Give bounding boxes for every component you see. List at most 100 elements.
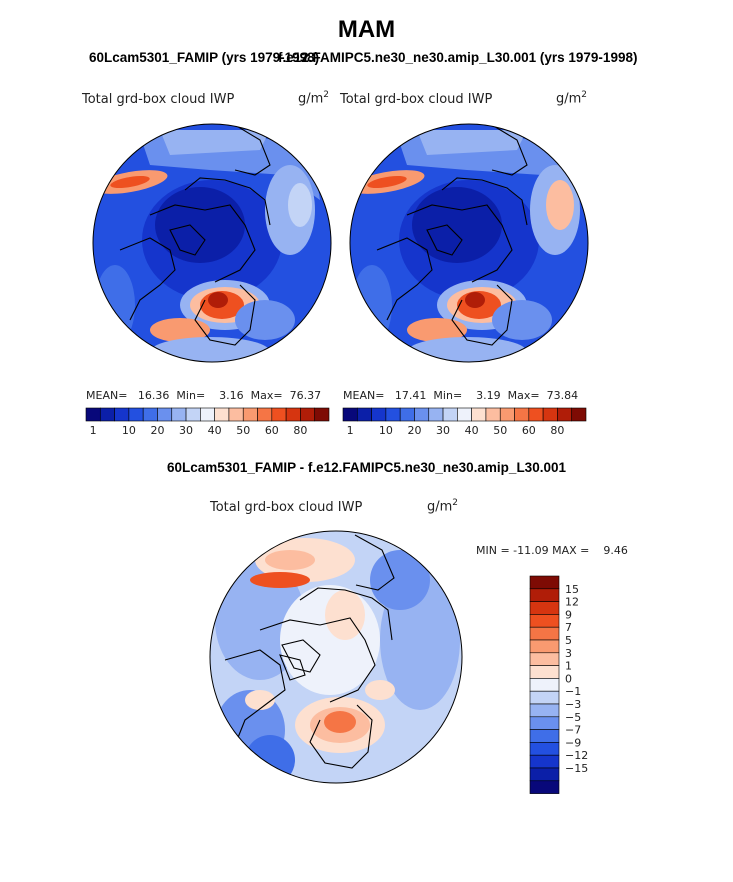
colorbar-left-tick-label: 30 xyxy=(179,424,193,437)
colorbar-right-tick-label: 50 xyxy=(493,424,507,437)
field-label-left: Total grd-box cloud IWP xyxy=(82,92,235,107)
min-label-right: Min= xyxy=(433,389,463,402)
colorbar-diff-swatch xyxy=(529,690,560,705)
max-value-left: 76.37 xyxy=(289,389,322,402)
diff-title: 60Lcam5301_FAMIP - f.e12.FAMIPC5.ne30_ne… xyxy=(167,460,566,475)
colorbar-diff-swatch xyxy=(529,639,560,654)
colorbar-right-swatch xyxy=(571,407,587,422)
run-title-left: 60Lcam5301_FAMIP (yrs 1979-1998) xyxy=(89,50,320,65)
colorbar-left-swatch xyxy=(300,407,316,422)
colorbar-right-swatch xyxy=(414,407,430,422)
stats-left: MEAN= 16.36 Min= 3.16 Max= 76.37 xyxy=(86,389,321,402)
colorbar-diff-tick-label: 1 xyxy=(565,660,572,673)
units-left-sup: 2 xyxy=(323,90,330,100)
max-value-right: 73.84 xyxy=(546,389,579,402)
colorbar-left-tick-label: 80 xyxy=(293,424,307,437)
colorbar-right-swatch xyxy=(499,407,515,422)
min-value-right: 3.19 xyxy=(476,389,501,402)
colorbar-right-swatch xyxy=(485,407,501,422)
colorbar-diff-swatch xyxy=(529,626,560,641)
max-label-right: Max= xyxy=(507,389,540,402)
colorbar-right-swatch xyxy=(514,407,530,422)
colorbar-right-swatch xyxy=(385,407,401,422)
colorbar-right-swatch xyxy=(356,407,372,422)
colorbar-left-swatch xyxy=(99,407,115,422)
field-label-diff: Total grd-box cloud IWP xyxy=(210,500,363,515)
colorbar-diff-tick-label: 3 xyxy=(565,647,572,660)
units-left-base: g/m xyxy=(298,91,324,107)
colorbar-left-tick-label: 20 xyxy=(150,424,164,437)
colorbar-left: 1 10 20 30 40 50 60 80 xyxy=(85,407,330,437)
units-right-sup: 2 xyxy=(581,90,588,100)
colorbar-diff-swatch xyxy=(529,614,560,628)
colorbar-left-swatch xyxy=(314,407,330,422)
colorbar-diff-swatch xyxy=(529,588,560,602)
colorbar-diff-tick-label: 7 xyxy=(565,621,572,634)
min-value-left: 3.16 xyxy=(219,389,244,402)
colorbar-left-tick-label: 10 xyxy=(122,424,136,437)
colorbar-right-swatch xyxy=(471,407,487,422)
diff-minmax: MIN = -11.09 MAX = 9.46 xyxy=(476,544,628,557)
colorbar-left-swatch xyxy=(114,407,130,422)
units-diff: g/m2 xyxy=(427,498,458,514)
colorbar-left-swatch xyxy=(271,407,287,422)
colorbar-diff-tick-label: −7 xyxy=(565,724,581,737)
polar-map-right-border xyxy=(349,123,589,363)
units-right-base: g/m xyxy=(556,91,582,107)
colorbar-right-swatch xyxy=(442,407,458,422)
max-label-left: Max= xyxy=(250,389,283,402)
colorbar-diff-tick-label: 15 xyxy=(565,583,579,596)
colorbar-diff-tick-label: −9 xyxy=(565,736,581,749)
colorbar-right-swatch xyxy=(557,407,573,422)
colorbar-right-swatch xyxy=(342,407,358,422)
colorbar-diff-swatch xyxy=(529,780,560,794)
colorbar-diff-swatch xyxy=(529,716,560,730)
colorbar-diff-tick-label: −15 xyxy=(565,762,588,775)
colorbar-left-swatch xyxy=(157,407,173,422)
colorbar-left-swatch xyxy=(228,407,244,422)
colorbar-right-swatch xyxy=(528,407,544,422)
min-label-left: Min= xyxy=(176,389,206,402)
colorbar-left-tick-label: 50 xyxy=(236,424,250,437)
stats-right: MEAN= 17.41 Min= 3.19 Max= 73.84 xyxy=(343,389,578,402)
colorbar-right-swatch xyxy=(399,407,415,422)
colorbar-left-swatch xyxy=(200,407,215,422)
units-left: g/m2 xyxy=(298,90,329,106)
colorbar-left-swatch xyxy=(214,407,230,422)
colorbar-left-tick-label: 60 xyxy=(265,424,279,437)
colorbar-diff-tick-label: −3 xyxy=(565,698,581,711)
colorbar-right-swatch xyxy=(457,407,472,422)
polar-map-diff-border xyxy=(209,530,463,784)
units-right: g/m2 xyxy=(556,90,587,106)
colorbar-diff-tick-label: −12 xyxy=(565,749,588,762)
colorbar-right-swatch xyxy=(371,407,387,422)
colorbar-left-tick-label: 1 xyxy=(90,424,97,437)
colorbar-diff-swatch xyxy=(529,767,560,782)
colorbar-left-swatch xyxy=(185,407,201,422)
colorbar-diff-swatch xyxy=(529,601,560,615)
colorbar-left-tick-label: 40 xyxy=(208,424,222,437)
polar-map-diff xyxy=(210,531,462,783)
colorbar-left-swatch xyxy=(171,407,187,422)
colorbar-left-swatch xyxy=(285,407,301,422)
units-diff-sup: 2 xyxy=(452,498,459,508)
colorbar-left-swatch xyxy=(85,407,101,422)
colorbar-diff-swatch xyxy=(529,665,560,679)
polar-map-left xyxy=(93,124,331,362)
colorbar-diff-tick-label: 0 xyxy=(565,672,572,685)
mean-label-left: MEAN= xyxy=(86,389,128,402)
colorbar-diff-swatch xyxy=(529,575,560,590)
colorbar-diff-tick-label: −5 xyxy=(565,711,581,724)
colorbar-left-swatch xyxy=(242,407,258,422)
colorbar-left-swatch xyxy=(128,407,144,422)
units-diff-base: g/m xyxy=(427,499,453,515)
colorbar-right-tick-label: 1 xyxy=(347,424,354,437)
colorbar-right-tick-label: 20 xyxy=(407,424,421,437)
colorbar-right-swatch xyxy=(542,407,558,422)
colorbar-diff-swatch xyxy=(529,742,560,756)
colorbar-right-swatch xyxy=(428,407,444,422)
polar-map-left-border xyxy=(92,123,332,363)
colorbar-diff-swatch xyxy=(529,754,560,769)
colorbar-right-tick-label: 40 xyxy=(465,424,479,437)
